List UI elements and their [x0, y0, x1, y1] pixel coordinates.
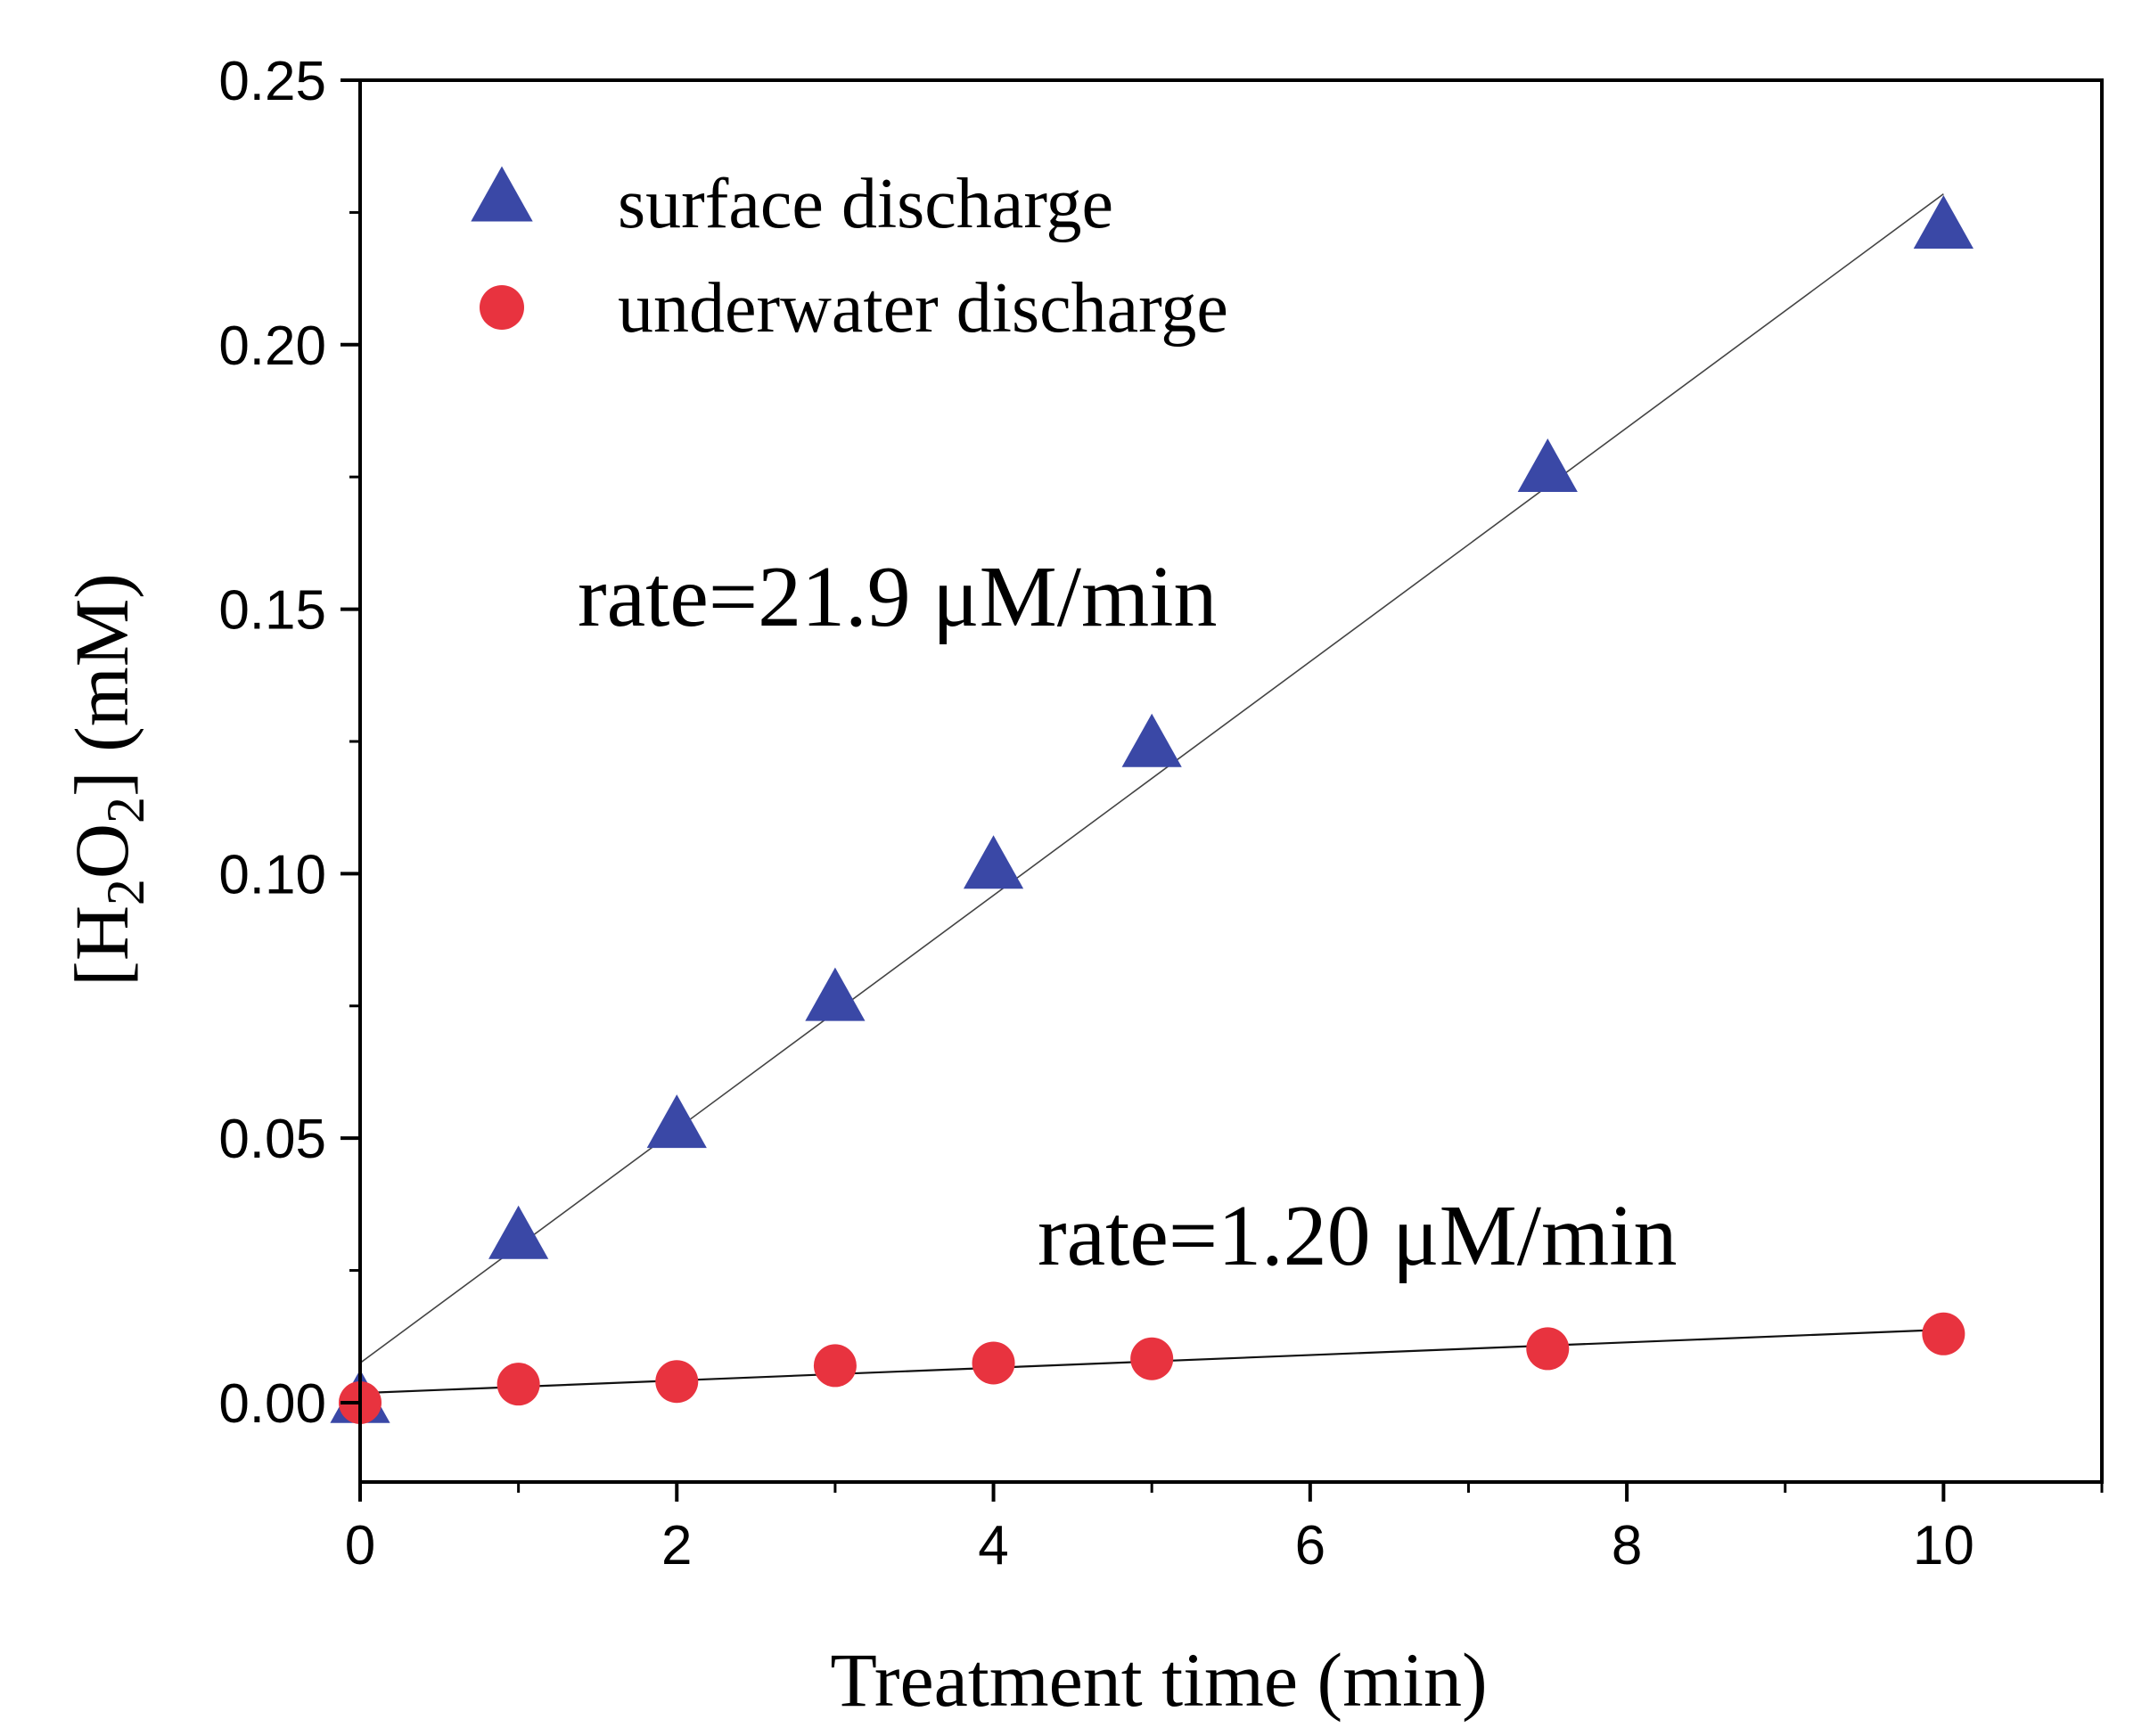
axes: 0 2 4 6 8 10 0.00 0.05 0.10 0.15 0.20 0.25 — [218, 51, 2104, 1576]
x-axis-title: Treatment time (min) — [830, 1637, 1487, 1723]
y-tick-label: 0.20 — [218, 315, 326, 377]
fit-line-surface — [359, 192, 1944, 1364]
x-tick-label: 8 — [1612, 1515, 1642, 1576]
legend-label-surface: surface discharge — [618, 165, 1113, 243]
y-tick-label: 0.10 — [218, 844, 326, 905]
x-tick-label: 2 — [661, 1515, 692, 1576]
y-axis-title-sub2: 2 — [96, 797, 155, 823]
plot-frame — [358, 78, 2104, 1484]
rate-annotation-surface: rate=21.9 μM/min — [578, 549, 1218, 645]
underwater-discharge-point — [1130, 1337, 1174, 1380]
y-tick-label: 0.00 — [218, 1373, 326, 1435]
y-axis-title-mid: O — [59, 823, 144, 879]
x-tick-label: 6 — [1295, 1515, 1325, 1576]
y-tick-label: 0.25 — [218, 51, 326, 112]
x-tick-label: 0 — [345, 1515, 375, 1576]
surface-discharge-point — [488, 1205, 549, 1259]
underwater-discharge-point — [1526, 1327, 1570, 1371]
y-tick-label: 0.05 — [218, 1109, 326, 1170]
surface-discharge-point — [1121, 713, 1182, 767]
surface-discharge-point — [1913, 195, 1974, 250]
surface-discharge-point — [963, 835, 1024, 889]
y-axis-title-close: ] (mM) — [59, 573, 144, 797]
legend-label-underwater: underwater discharge — [618, 269, 1228, 348]
surface-discharge-point — [805, 967, 866, 1021]
y-axis-title-open: [H — [59, 905, 144, 987]
y-axis-title: [H2O2] (mM) — [59, 573, 155, 987]
underwater-discharge-point — [972, 1341, 1015, 1385]
x-tick-label: 10 — [1913, 1515, 1974, 1576]
y-tick-label: 0.15 — [218, 580, 326, 642]
surface-discharge-point — [1517, 438, 1578, 493]
surface-discharge-point — [646, 1094, 707, 1149]
x-tick-label: 4 — [978, 1515, 1008, 1576]
legend: surface discharge underwater discharge — [471, 165, 1228, 348]
underwater-discharge-point — [813, 1344, 857, 1388]
underwater-discharge-point — [655, 1360, 699, 1404]
y-axis-title-sub1: 2 — [96, 879, 155, 905]
rate-annotation-underwater: rate=1.20 μM/min — [1038, 1188, 1678, 1284]
underwater-discharge-point — [1922, 1312, 1965, 1355]
legend-triangle-marker — [471, 166, 533, 222]
legend-circle-marker — [480, 285, 524, 330]
underwater-discharge-point — [496, 1363, 540, 1406]
